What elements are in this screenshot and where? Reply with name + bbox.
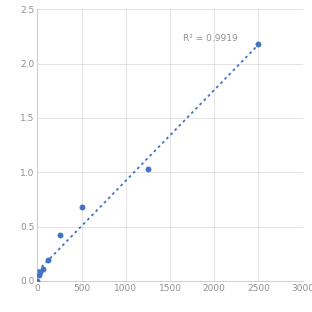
Point [79, 204, 84, 209]
Point [38, 270, 43, 275]
Point [35, 278, 40, 283]
Text: R² = 0.9919: R² = 0.9919 [183, 34, 238, 43]
Point [145, 167, 150, 172]
Point [57, 233, 62, 238]
Point [46, 258, 51, 263]
Point [36, 273, 41, 278]
Point [41, 266, 46, 271]
Point [256, 41, 261, 46]
